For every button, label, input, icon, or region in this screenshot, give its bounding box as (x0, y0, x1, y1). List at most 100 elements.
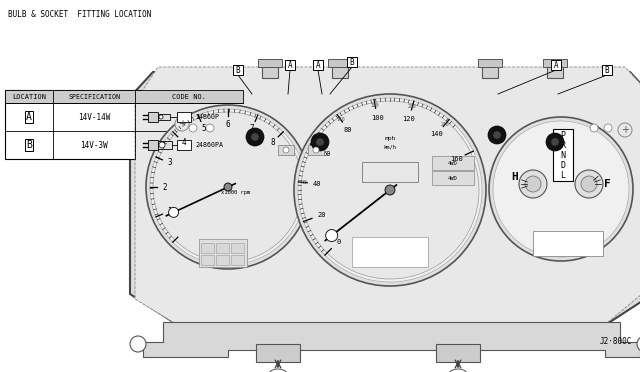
Bar (432, 156, 474, 170)
Circle shape (130, 336, 146, 352)
Circle shape (525, 176, 541, 192)
Ellipse shape (449, 369, 467, 372)
Text: 180: 180 (371, 103, 380, 108)
Circle shape (206, 124, 214, 132)
Polygon shape (143, 322, 640, 357)
Bar (285, 60, 295, 70)
Text: F: F (604, 179, 611, 189)
Text: D: D (561, 160, 566, 170)
Text: B: B (26, 140, 32, 150)
Text: 3: 3 (168, 158, 172, 167)
Bar (233, 65, 243, 75)
Text: 60: 60 (301, 180, 307, 185)
Text: N: N (561, 151, 566, 160)
Bar (543, 59, 567, 67)
Circle shape (551, 138, 559, 146)
Circle shape (153, 112, 303, 262)
Circle shape (493, 121, 629, 257)
Polygon shape (130, 72, 640, 322)
Text: A: A (26, 112, 32, 122)
Text: BULB & SOCKET  FITTING LOCATION: BULB & SOCKET FITTING LOCATION (8, 10, 152, 19)
Circle shape (298, 98, 482, 282)
Text: 200: 200 (408, 105, 417, 109)
Circle shape (311, 133, 329, 151)
Bar (328, 59, 352, 67)
Bar (216, 243, 229, 253)
Bar (602, 65, 612, 75)
Bar (482, 64, 498, 78)
Bar (177, 140, 191, 150)
Bar (347, 57, 357, 67)
Text: P: P (561, 131, 566, 140)
Bar (5, 90, 243, 159)
Circle shape (604, 124, 612, 132)
Bar (148, 112, 158, 122)
Text: 24860PA: 24860PA (195, 142, 223, 148)
Circle shape (159, 142, 165, 148)
Bar (256, 344, 300, 362)
Text: +: + (178, 119, 186, 129)
Circle shape (316, 138, 324, 146)
Bar (352, 237, 428, 267)
Bar (148, 140, 158, 150)
Text: 2: 2 (163, 183, 167, 192)
Bar (478, 59, 502, 67)
Circle shape (294, 94, 486, 286)
Circle shape (168, 207, 179, 217)
Text: B: B (349, 58, 355, 67)
Circle shape (301, 101, 479, 279)
Circle shape (637, 336, 640, 352)
Bar (278, 145, 294, 155)
Circle shape (581, 176, 597, 192)
Text: SPECIFICATION: SPECIFICATION (68, 93, 120, 99)
Text: A: A (554, 61, 558, 70)
Text: 4WD: 4WD (448, 160, 458, 166)
Text: 100: 100 (311, 144, 320, 150)
Text: LOCATION: LOCATION (12, 93, 46, 99)
Text: 160: 160 (450, 156, 463, 162)
Bar (533, 231, 603, 256)
Circle shape (313, 147, 319, 153)
Text: 140: 140 (337, 117, 345, 122)
Bar (308, 145, 324, 155)
Bar (332, 64, 348, 78)
Circle shape (590, 124, 598, 132)
Text: CODE NO.: CODE NO. (172, 93, 206, 99)
Bar (201, 243, 214, 253)
Text: R: R (561, 141, 566, 150)
Bar (362, 162, 418, 182)
Bar (158, 114, 170, 120)
Circle shape (224, 183, 232, 191)
Bar (5, 90, 243, 103)
Text: x1000 rpm: x1000 rpm (221, 189, 251, 195)
Text: B: B (605, 65, 609, 74)
Bar (262, 64, 278, 78)
Bar (216, 255, 229, 265)
Text: km/h: km/h (383, 144, 397, 150)
Circle shape (618, 123, 632, 137)
Text: 100: 100 (371, 115, 384, 121)
Text: 5: 5 (202, 124, 206, 133)
Text: mph: mph (385, 135, 396, 141)
Bar (553, 129, 573, 181)
Bar (158, 141, 172, 149)
Circle shape (575, 170, 603, 198)
Circle shape (283, 147, 289, 153)
Text: 14V-14W: 14V-14W (78, 112, 110, 122)
Text: A: A (288, 61, 292, 70)
Bar (436, 344, 480, 362)
Circle shape (546, 133, 564, 151)
Circle shape (326, 230, 338, 241)
Text: J2·800C: J2·800C (600, 337, 632, 346)
Text: b: b (568, 132, 573, 141)
Text: L: L (561, 170, 566, 180)
Text: 120: 120 (403, 116, 415, 122)
Bar (432, 171, 474, 185)
Polygon shape (135, 67, 640, 327)
Circle shape (175, 117, 189, 131)
Text: 4WD: 4WD (448, 176, 458, 180)
Text: B: B (236, 65, 240, 74)
Bar (201, 255, 214, 265)
Bar (258, 59, 282, 67)
Text: 40: 40 (313, 181, 321, 187)
